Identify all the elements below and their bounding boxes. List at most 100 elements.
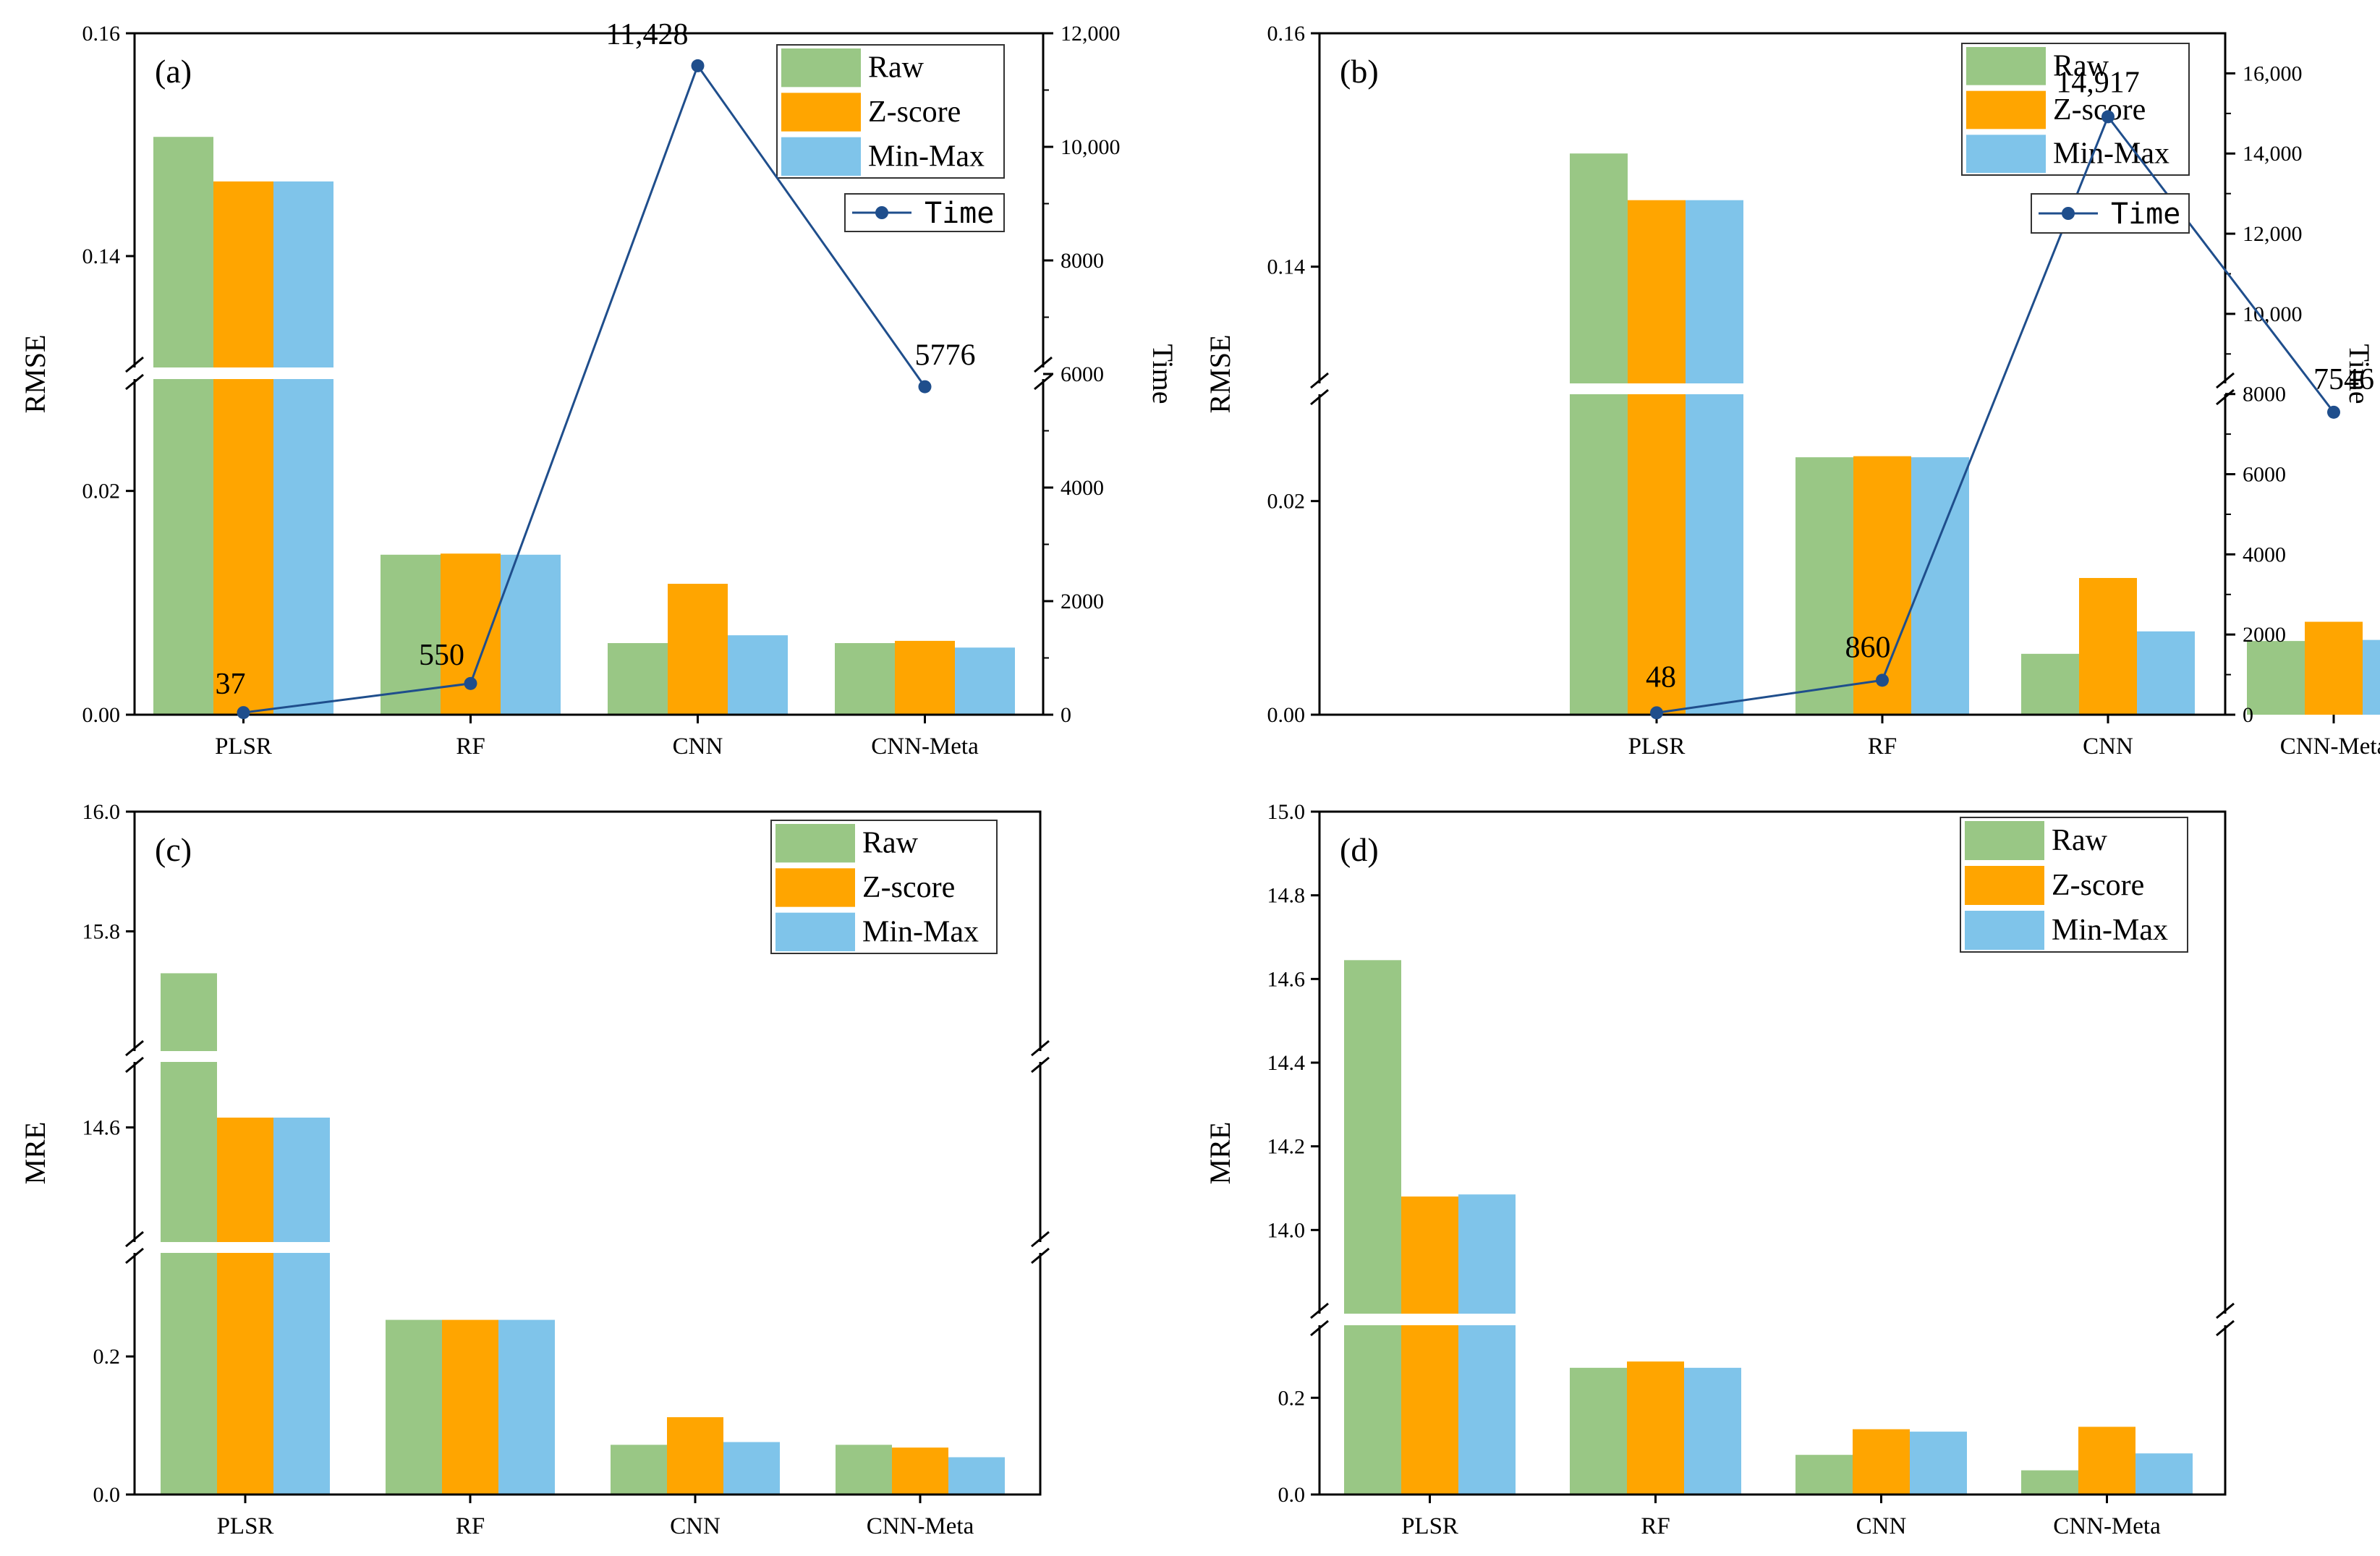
bar-a-plsr-z-score (213, 181, 273, 715)
panel-d: 0.0 0.2 14.0 14.2 14.4 14.6 14.8 15.0 PLSR RF CNN C… (1204, 800, 2235, 1539)
axis-break-gap (137, 1051, 1038, 1062)
break-mark (1310, 1302, 1329, 1319)
y-tick-label: 14.8 (1267, 884, 1306, 908)
y-tick-label: 0.2 (1278, 1386, 1306, 1410)
legend-label: Min-Max (862, 915, 979, 948)
y-tick-label: 0.14 (1267, 255, 1306, 279)
legend-swatch-min-max (775, 912, 855, 951)
x-tick-label: CNN (1856, 1513, 1907, 1539)
legend-label: Z-score (868, 95, 961, 129)
time-point-cnn (2101, 110, 2115, 124)
break-cover (126, 1051, 143, 1062)
time-point-cnn (691, 59, 705, 72)
bar-d-cnn-min-max (1910, 1432, 1967, 1495)
break-mark (1310, 388, 1329, 406)
time-point-plsr (1650, 706, 1663, 720)
bar-c-cnn-raw (611, 1445, 667, 1495)
time-data-label: 37 (216, 668, 246, 701)
y-tick-label: 14.0 (1267, 1218, 1306, 1242)
time-point-plsr (237, 706, 250, 720)
y-tick-label: 16.0 (82, 800, 121, 824)
axis-break-gap (137, 367, 1041, 379)
time-data-label: 14,917 (2056, 66, 2140, 99)
legend-label: Raw (2053, 49, 2109, 82)
y2-axis-label: Time (1147, 344, 1179, 404)
time-data-label: 860 (1845, 631, 1891, 664)
bar-b-cnn-meta-min-max (2363, 639, 2380, 715)
y-tick-label: 0.14 (82, 245, 121, 268)
break-mark (1034, 373, 1053, 391)
y2-axis-label: Time (2343, 344, 2376, 404)
bar-a-plsr-min-max (273, 181, 333, 715)
bar-d-plsr-min-max (1458, 1194, 1516, 1495)
break-mark (1031, 1056, 1050, 1074)
bar-d-rf-raw (1570, 1367, 1627, 1495)
time-line (1656, 114, 2335, 714)
bar-c-cnn-meta-raw (836, 1445, 892, 1495)
y-tick-label: 0.02 (82, 480, 121, 503)
y2-tick-label: 2000 (1061, 590, 1104, 613)
panel-b: 0.00 0.02 0.14 0.16 PLSR RF CNN CNN-Meta RMSE (b)… (1204, 22, 2380, 760)
time-data-label: 5776 (915, 339, 976, 373)
break-mark (2216, 1302, 2235, 1319)
time-point-rf (1876, 673, 1889, 687)
y-tick-label: 14.4 (1267, 1051, 1306, 1075)
bar-d-plsr-raw (1344, 960, 1401, 1495)
bar-d-cnn-z-score (1853, 1429, 1910, 1495)
x-tick-label: CNN-Meta (871, 734, 979, 760)
break-mark (125, 1230, 144, 1248)
time-point-rf (464, 676, 477, 690)
y-axis-label: RMSE (19, 335, 51, 414)
legend-label: Z-score (2052, 869, 2144, 902)
bar-a-cnn-z-score (668, 584, 728, 715)
y2-tick-label: 16,000 (2243, 61, 2303, 85)
legend-label: Min-Max (2053, 137, 2169, 171)
x-tick-label: PLSR (1401, 1513, 1458, 1539)
bar-b-cnn-min-max (2137, 631, 2195, 715)
time-point-cnn-meta (918, 380, 932, 394)
y-tick-label: 0.00 (82, 703, 121, 727)
plot-frame (1318, 810, 2227, 1496)
legend-swatch-raw (1965, 821, 2044, 860)
time-data-label: 550 (419, 639, 464, 672)
legend-swatch-min-max (1965, 911, 2044, 950)
bar-a-cnn-meta-min-max (955, 647, 1015, 715)
bar-d-rf-z-score (1627, 1361, 1684, 1495)
y-tick-label: 0.0 (93, 1483, 121, 1507)
y-tick-label: 14.2 (1267, 1135, 1306, 1159)
y-tick-label: 0.0 (1278, 1483, 1306, 1507)
y-axis-label: MRE (19, 1122, 51, 1185)
panel-a: 0.00 0.02 0.14 0.16 PLSR RF CNN CNN-Meta RMSE (a)… (19, 18, 1179, 760)
y-axis-label: MRE (1204, 1122, 1236, 1185)
legend-swatch-raw (781, 48, 861, 88)
break-mark (1310, 372, 1329, 389)
bar-b-cnn-meta-raw (2247, 641, 2305, 715)
axis-break-gap (1322, 383, 2223, 394)
bar-b-plsr-min-max (1686, 200, 1743, 715)
panel-label: (b) (1340, 53, 1379, 90)
y-tick-label: 14.6 (1267, 967, 1306, 991)
bar-a-cnn-meta-raw (835, 643, 895, 715)
y2-tick-label: 8000 (1061, 249, 1104, 273)
bar-a-rf-min-max (501, 554, 561, 715)
panel-label: (c) (155, 831, 192, 868)
bar-b-rf-raw (1795, 457, 1853, 715)
y-tick-label: 0.16 (82, 22, 121, 46)
legend-swatch-z-score (1966, 90, 2046, 129)
bar-c-rf-z-score (442, 1319, 498, 1495)
y-axis-label: RMSE (1204, 335, 1236, 414)
break-mark (2216, 372, 2235, 389)
break-mark (2216, 388, 2235, 406)
y2-tick-label: 0 (1061, 703, 1071, 727)
legend-swatch-min-max (781, 137, 861, 176)
x-tick-label: CNN (673, 734, 723, 760)
bar-c-plsr-min-max (273, 1117, 330, 1495)
x-tick-label: RF (1868, 734, 1897, 760)
axis-break-gap (137, 1242, 1038, 1253)
y2-tick-label: 4000 (1061, 476, 1104, 500)
break-cover (2217, 383, 2234, 394)
x-tick-label: RF (456, 734, 485, 760)
x-tick-label: CNN (670, 1513, 721, 1539)
bar-c-rf-raw (386, 1319, 442, 1495)
bar-d-plsr-z-score (1401, 1196, 1458, 1495)
